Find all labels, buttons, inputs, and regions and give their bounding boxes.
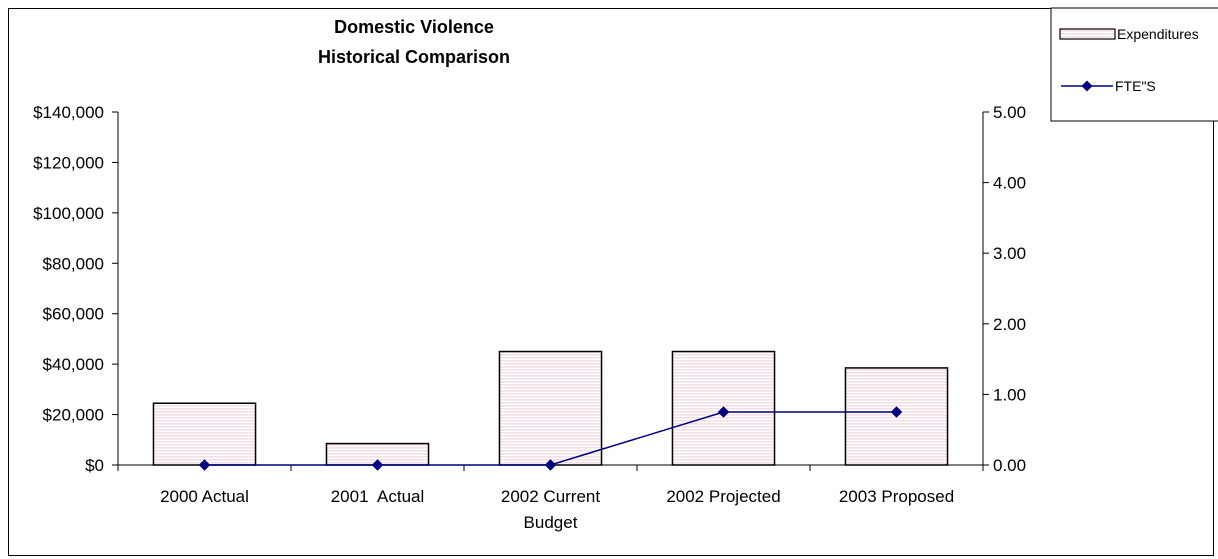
- expenditures-bar: [152, 402, 257, 466]
- chart-title-line-1: Domestic Violence: [334, 17, 494, 37]
- chart-title: Domestic Violence Historical Comparison: [318, 17, 510, 67]
- x-axis-label: 2002 Projected: [666, 487, 780, 506]
- fte-line: [198, 406, 903, 471]
- axes: $0 $20,000 $40,000 $60,000 $80,000 $100,000 $1…: [33, 103, 1026, 475]
- y-right-tick-label: 0.00: [993, 456, 1026, 475]
- y-right-tick-label: 1.00: [993, 385, 1026, 404]
- y-left-tick-label: $140,000: [33, 103, 104, 122]
- expenditures-bars: [152, 350, 949, 466]
- y-right-tick-label: 3.00: [993, 244, 1026, 263]
- y-left-tick-label: $0: [85, 456, 104, 475]
- legend: Expenditures FTE"S: [1050, 7, 1218, 122]
- y-right-tick-label: 2.00: [993, 315, 1026, 334]
- legend-fte-marker: [1081, 80, 1093, 92]
- y-left-tick-label: $40,000: [43, 355, 104, 374]
- y-right-tick-label: 4.00: [993, 174, 1026, 193]
- fte-point: [371, 459, 384, 471]
- x-axis-label: 2000 Actual: [160, 487, 249, 506]
- fte-point: [544, 459, 557, 471]
- fte-point: [717, 406, 730, 418]
- legend-expenditures-label: Expenditures: [1117, 26, 1199, 42]
- chart-title-line-2: Historical Comparison: [318, 47, 510, 67]
- x-axis-label: 2001 Actual: [331, 487, 425, 506]
- fte-point: [198, 459, 211, 471]
- y-left-tick-label: $80,000: [43, 254, 104, 273]
- x-axis-labels: 2000 Actual 2001 Actual 2002 Current Budget…: [160, 487, 954, 532]
- x-axis-label: 2002 Current: [501, 487, 601, 506]
- y-left-tick-label: $60,000: [43, 305, 104, 324]
- expenditures-bar: [498, 350, 603, 466]
- legend-box: [1050, 7, 1218, 122]
- y-left-tick-label: $20,000: [43, 406, 104, 425]
- y-left-tick-label: $120,000: [33, 153, 104, 172]
- legend-expenditures-swatch: [1059, 28, 1116, 40]
- x-axis-label: Budget: [524, 513, 578, 532]
- fte-point: [890, 406, 903, 418]
- y-left-tick-label: $100,000: [33, 204, 104, 223]
- y-right-tick-label: 5.00: [993, 103, 1026, 122]
- legend-fte-label: FTE"S: [1115, 78, 1156, 94]
- x-axis-label: 2003 Proposed: [839, 487, 954, 506]
